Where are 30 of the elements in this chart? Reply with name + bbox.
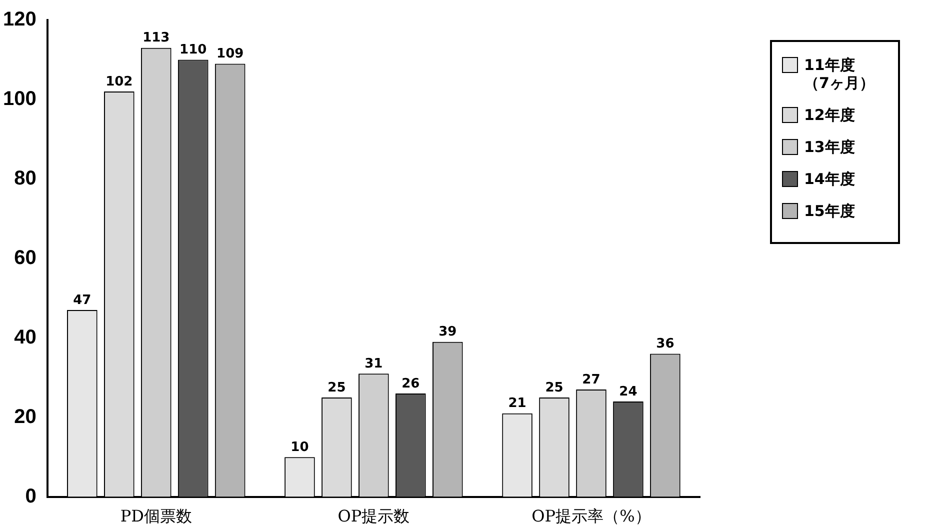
data-label: 109: [216, 46, 244, 62]
data-label: 47: [73, 292, 92, 308]
data-label: 26: [402, 376, 420, 392]
y-tick-label: 60: [14, 246, 36, 269]
data-label: 110: [180, 42, 207, 58]
y-tick-label: 80: [14, 167, 36, 190]
legend-label: 14年度: [804, 170, 856, 188]
x-tick-label: PD個票数: [120, 506, 192, 526]
y-tick-label: 120: [2, 8, 36, 31]
y-tick-label: 100: [2, 88, 36, 110]
legend-label: 11年度（7ヶ月）: [804, 56, 876, 92]
data-label: 10: [290, 440, 309, 455]
data-label: 102: [106, 74, 133, 90]
x-tick-label: OP提示数: [338, 506, 410, 526]
x-tick-label: OP提示率（%）: [532, 506, 651, 526]
y-tick-label: 40: [14, 326, 36, 348]
legend-label: 15年度: [804, 202, 856, 220]
legend-label: 13年度: [804, 138, 856, 156]
data-label: 25: [328, 380, 346, 396]
y-tick-label: 0: [25, 485, 36, 508]
data-label: 113: [142, 30, 170, 46]
y-tick-label: 20: [14, 406, 36, 428]
data-label: 25: [545, 380, 564, 396]
data-label: 36: [656, 336, 674, 352]
data-label: 27: [582, 372, 600, 388]
data-label: 21: [508, 396, 526, 412]
data-label: 39: [438, 324, 457, 340]
data-label: 31: [364, 356, 383, 372]
data-label: 24: [619, 384, 638, 400]
legend-label: 12年度: [804, 106, 856, 124]
